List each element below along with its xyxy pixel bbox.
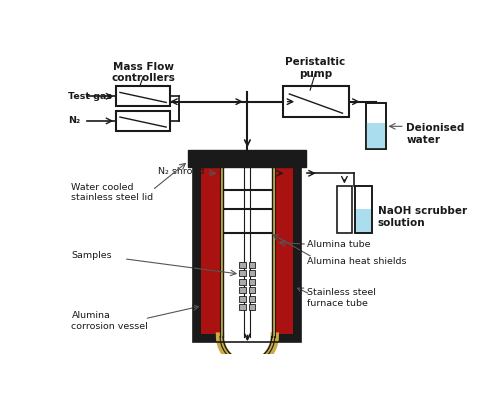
Bar <box>293 162 301 342</box>
Bar <box>220 156 223 337</box>
Bar <box>248 287 256 293</box>
Text: Mass Flow
controllers: Mass Flow controllers <box>111 62 175 83</box>
Bar <box>337 186 351 232</box>
Bar <box>366 123 385 148</box>
Text: Stainless steel
furnace tube: Stainless steel furnace tube <box>307 288 376 308</box>
Bar <box>355 186 372 232</box>
Bar <box>366 103 386 149</box>
Bar <box>283 86 348 117</box>
Bar <box>240 287 246 293</box>
Bar <box>240 262 246 268</box>
Bar <box>272 156 274 337</box>
Text: Alumina heat shields: Alumina heat shields <box>307 258 406 266</box>
Text: Deionised
water: Deionised water <box>406 123 465 145</box>
Bar <box>193 162 301 342</box>
Bar <box>240 296 246 302</box>
Text: Samples: Samples <box>72 251 112 260</box>
Bar <box>193 334 301 342</box>
Bar <box>240 270 246 277</box>
Polygon shape <box>223 337 272 361</box>
Bar <box>116 86 170 106</box>
Bar <box>193 162 301 342</box>
Text: NaOH scrubber
solution: NaOH scrubber solution <box>378 206 467 228</box>
Bar <box>355 186 372 232</box>
Text: N₂ shroud: N₂ shroud <box>158 167 204 176</box>
Text: Peristaltic
pump: Peristaltic pump <box>286 57 346 78</box>
Text: N₂: N₂ <box>68 116 80 125</box>
Text: Test gas: Test gas <box>68 92 112 101</box>
Text: Alumina
corrosion vessel: Alumina corrosion vessel <box>72 311 148 331</box>
Bar <box>366 103 386 149</box>
Bar <box>116 111 170 131</box>
Bar <box>188 150 306 167</box>
Bar <box>240 279 246 285</box>
Bar <box>248 296 256 302</box>
Bar <box>240 304 246 310</box>
Bar <box>223 156 272 337</box>
Bar <box>193 162 201 342</box>
Text: Alumina tube: Alumina tube <box>307 240 370 249</box>
Bar <box>248 304 256 310</box>
Text: Water cooled
stainless steel lid: Water cooled stainless steel lid <box>72 183 154 202</box>
Bar <box>248 262 256 268</box>
Bar <box>248 270 256 277</box>
Bar <box>356 209 371 232</box>
Bar <box>248 279 256 285</box>
